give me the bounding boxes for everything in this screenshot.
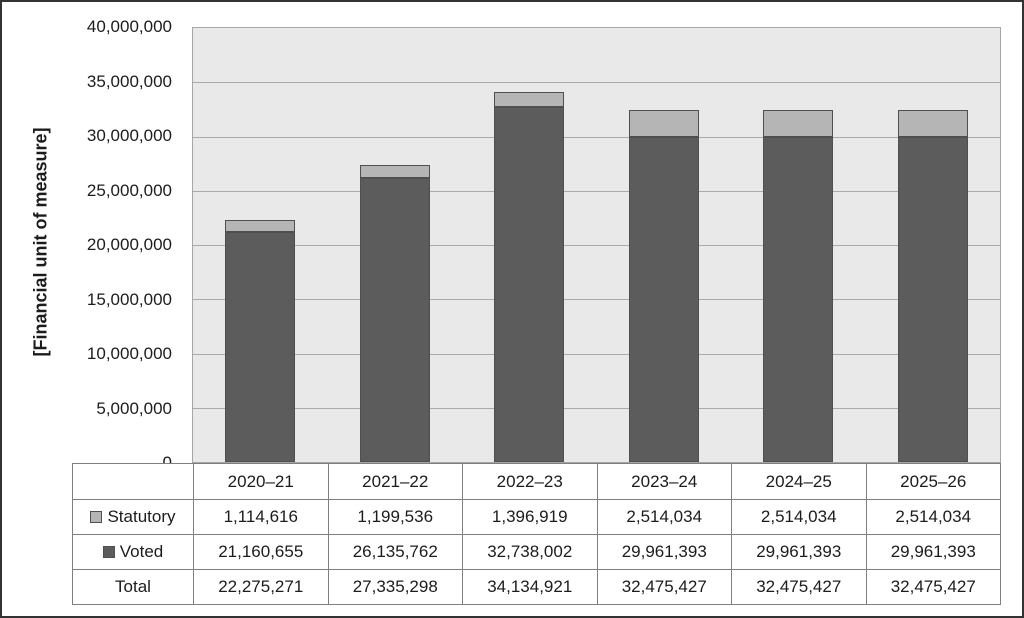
table-cell: 27,335,298 bbox=[327, 569, 463, 605]
table-row-voted: Voted 21,160,655 26,135,762 32,738,002 29,96… bbox=[72, 534, 1001, 570]
bar-segment-voted bbox=[225, 232, 295, 462]
table-cell: 1,199,536 bbox=[327, 499, 463, 535]
bar-segment-statutory bbox=[494, 92, 564, 107]
legend-swatch-voted bbox=[102, 546, 115, 558]
bar-segment-statutory bbox=[225, 220, 295, 232]
y-tick-label: 15,000,000 bbox=[86, 290, 172, 309]
y-tick-label: 20,000,000 bbox=[86, 235, 172, 254]
table-cell: 32,475,427 bbox=[596, 569, 732, 605]
bar-segment-statutory bbox=[898, 110, 968, 137]
y-tick-label: 5,000,000 bbox=[96, 399, 172, 418]
bar-segment-voted bbox=[629, 137, 699, 462]
bar-segment-statutory bbox=[629, 110, 699, 137]
table-cell: 1,114,616 bbox=[193, 499, 329, 535]
gridline bbox=[193, 408, 1000, 409]
table-cell: 26,135,762 bbox=[327, 534, 463, 570]
bar-segment-statutory bbox=[360, 165, 430, 178]
table-cell: 2,514,034 bbox=[596, 499, 732, 535]
row-label-total: Total bbox=[72, 569, 194, 605]
year-header-cell: 2020–21 bbox=[193, 463, 329, 500]
row-label-voted: Voted bbox=[72, 534, 194, 570]
table-cell: 29,961,393 bbox=[865, 534, 1001, 570]
bar-segment-voted bbox=[898, 137, 968, 462]
y-tick-label: 35,000,000 bbox=[86, 72, 172, 91]
row-label-text: Voted bbox=[119, 542, 164, 561]
bar-segment-statutory bbox=[763, 110, 833, 137]
table-row-statutory: Statutory 1,114,616 1,199,536 1,396,919 2,51… bbox=[72, 499, 1001, 535]
data-table: 2020–21 2021–22 2022–23 2023–24 2024–25 2025–… bbox=[72, 463, 1001, 605]
y-tick-label: 0 bbox=[162, 453, 172, 472]
gridline bbox=[193, 245, 1000, 246]
gridline bbox=[193, 137, 1000, 138]
y-tick-label: 10,000,000 bbox=[86, 344, 172, 363]
gridline bbox=[193, 299, 1000, 300]
y-tick-label: 25,000,000 bbox=[86, 181, 172, 200]
table-cell: 29,961,393 bbox=[596, 534, 732, 570]
y-tick-label: 40,000,000 bbox=[86, 17, 172, 36]
table-cell: 32,475,427 bbox=[865, 569, 1001, 605]
row-label-statutory: Statutory bbox=[72, 499, 194, 535]
table-cell: 29,961,393 bbox=[731, 534, 867, 570]
year-header-cell: 2021–22 bbox=[327, 463, 463, 500]
table-cell: 2,514,034 bbox=[731, 499, 867, 535]
gridline bbox=[193, 82, 1000, 83]
year-header-cell: 2022–23 bbox=[462, 463, 598, 500]
gridline bbox=[193, 191, 1000, 192]
bar-segment-voted bbox=[763, 137, 833, 462]
legend-swatch-statutory bbox=[90, 511, 103, 523]
row-label-text: Statutory bbox=[107, 507, 176, 526]
gridline bbox=[193, 354, 1000, 355]
table-cell: 2,514,034 bbox=[865, 499, 1001, 535]
table-corner-cell bbox=[72, 463, 194, 500]
table-cell: 1,396,919 bbox=[462, 499, 598, 535]
table-cell: 34,134,921 bbox=[462, 569, 598, 605]
table-header-row: 2020–21 2021–22 2022–23 2023–24 2024–25 2025–… bbox=[72, 463, 1001, 500]
table-cell: 32,475,427 bbox=[731, 569, 867, 605]
year-header-cell: 2023–24 bbox=[596, 463, 732, 500]
plot-area bbox=[192, 27, 1001, 463]
bar-segment-voted bbox=[494, 107, 564, 462]
bar-segment-voted bbox=[360, 178, 430, 462]
table-cell: 21,160,655 bbox=[193, 534, 329, 570]
y-tick-label: 30,000,000 bbox=[86, 126, 172, 145]
year-header-cell: 2024–25 bbox=[731, 463, 867, 500]
table-row-total: Total 22,275,271 27,335,298 34,134,921 32,47… bbox=[72, 569, 1001, 605]
table-cell: 22,275,271 bbox=[193, 569, 329, 605]
year-header-cell: 2025–26 bbox=[865, 463, 1001, 500]
table-cell: 32,738,002 bbox=[462, 534, 598, 570]
